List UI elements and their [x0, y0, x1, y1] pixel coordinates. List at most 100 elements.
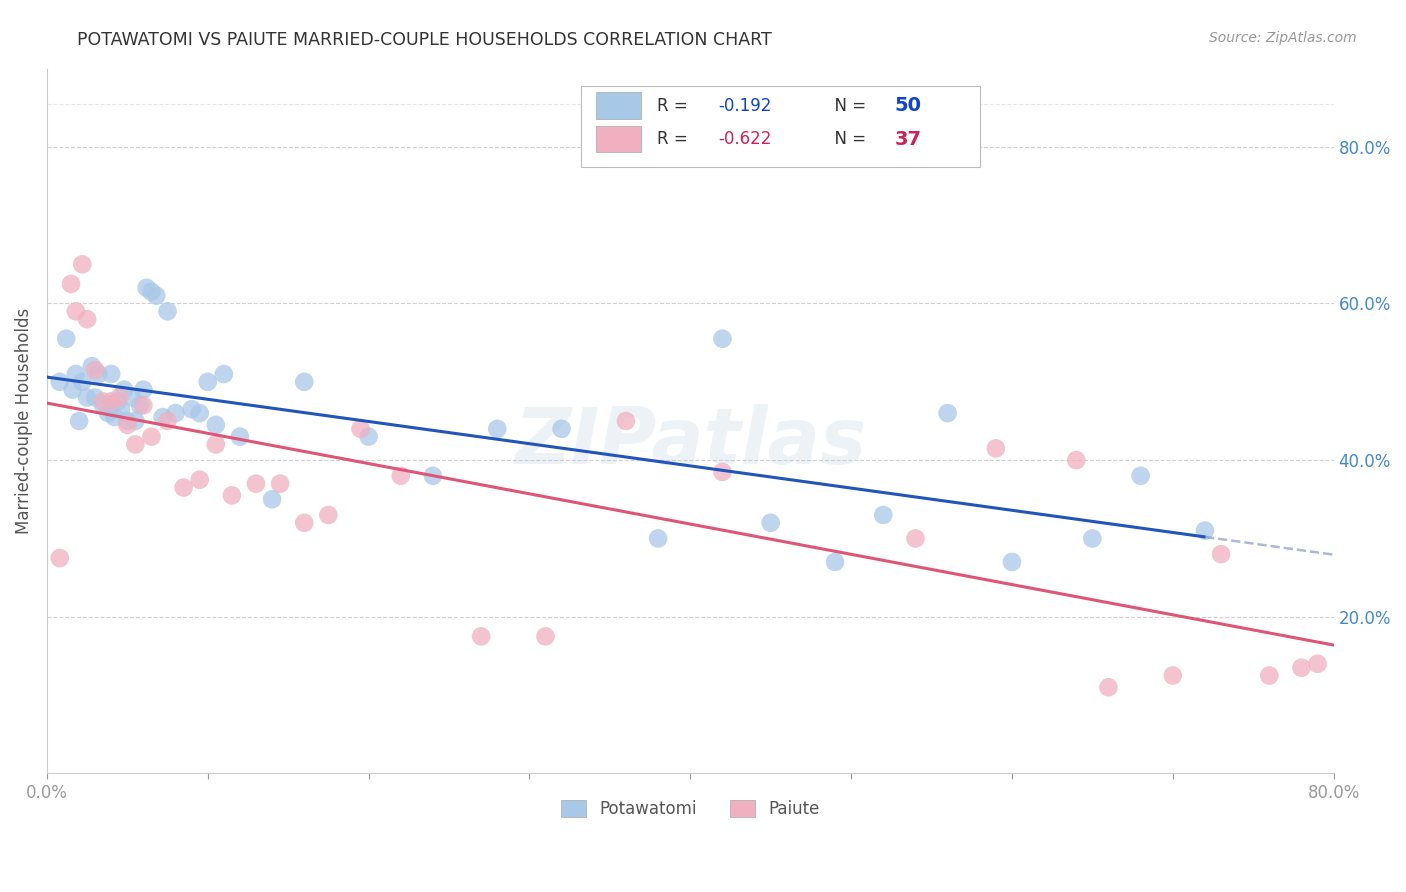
Point — [204, 417, 226, 432]
Point — [62, 383, 84, 397]
Point — [936, 406, 959, 420]
Point — [124, 437, 146, 451]
Point — [212, 367, 235, 381]
Point — [117, 417, 139, 432]
Point — [60, 277, 83, 291]
Point — [614, 414, 637, 428]
Point — [173, 481, 195, 495]
Point — [65, 304, 87, 318]
Point — [132, 398, 155, 412]
Point — [824, 555, 846, 569]
Text: N =: N = — [824, 130, 872, 148]
Point — [872, 508, 894, 522]
Point — [84, 363, 107, 377]
Point — [132, 383, 155, 397]
Point — [165, 406, 187, 420]
Point — [107, 394, 129, 409]
Point — [145, 288, 167, 302]
Point — [647, 532, 669, 546]
Point — [100, 394, 122, 409]
Point — [141, 285, 163, 299]
Point — [1097, 680, 1119, 694]
Point — [65, 367, 87, 381]
Point — [108, 391, 131, 405]
Point — [141, 430, 163, 444]
Point — [534, 629, 557, 643]
Point — [221, 488, 243, 502]
Text: -0.622: -0.622 — [718, 130, 772, 148]
Text: N =: N = — [824, 97, 872, 115]
Text: R =: R = — [657, 130, 693, 148]
Point — [1064, 453, 1087, 467]
Point — [72, 375, 94, 389]
Point — [91, 398, 114, 412]
Point — [180, 402, 202, 417]
Point — [470, 629, 492, 643]
Point — [87, 367, 110, 381]
Point — [84, 391, 107, 405]
Point — [76, 391, 98, 405]
Point — [1194, 524, 1216, 538]
Point — [135, 281, 157, 295]
Point — [112, 383, 135, 397]
Text: Source: ZipAtlas.com: Source: ZipAtlas.com — [1209, 31, 1357, 45]
Point — [152, 410, 174, 425]
Text: POTAWATOMI VS PAIUTE MARRIED-COUPLE HOUSEHOLDS CORRELATION CHART: POTAWATOMI VS PAIUTE MARRIED-COUPLE HOUS… — [77, 31, 772, 49]
Point — [269, 476, 291, 491]
Point — [229, 430, 252, 444]
FancyBboxPatch shape — [581, 87, 980, 167]
Point — [292, 375, 315, 389]
Text: 37: 37 — [894, 129, 922, 148]
Point — [103, 410, 125, 425]
Point — [124, 414, 146, 428]
Point — [486, 422, 509, 436]
Point — [121, 391, 143, 405]
Point — [1161, 668, 1184, 682]
FancyBboxPatch shape — [596, 93, 641, 120]
Y-axis label: Married-couple Households: Married-couple Households — [15, 308, 32, 534]
Point — [204, 437, 226, 451]
Point — [1209, 547, 1232, 561]
Point — [156, 304, 179, 318]
Text: R =: R = — [657, 97, 693, 115]
Point — [422, 468, 444, 483]
Point — [91, 394, 114, 409]
Text: ZIPatlas: ZIPatlas — [515, 404, 866, 480]
Point — [129, 398, 152, 412]
Text: 50: 50 — [894, 96, 922, 115]
Text: -0.192: -0.192 — [718, 97, 772, 115]
Point — [67, 414, 90, 428]
Point — [904, 532, 927, 546]
Point — [711, 465, 734, 479]
Point — [1258, 668, 1281, 682]
Point — [1001, 555, 1024, 569]
Point — [357, 430, 380, 444]
Point — [72, 257, 94, 271]
Point — [80, 359, 103, 373]
Point — [49, 551, 72, 566]
Point — [188, 406, 211, 420]
Point — [1291, 661, 1313, 675]
Point — [97, 406, 120, 420]
Point — [318, 508, 340, 522]
Point — [188, 473, 211, 487]
Point — [100, 367, 122, 381]
Point — [292, 516, 315, 530]
Point — [245, 476, 267, 491]
Point — [49, 375, 72, 389]
Point — [1081, 532, 1104, 546]
FancyBboxPatch shape — [596, 126, 641, 153]
Legend: Potawatomi, Paiute: Potawatomi, Paiute — [554, 794, 827, 825]
Point — [117, 414, 139, 428]
Point — [349, 422, 371, 436]
Point — [156, 414, 179, 428]
Point — [984, 442, 1007, 456]
Point — [1306, 657, 1329, 671]
Point — [262, 492, 284, 507]
Point — [110, 402, 132, 417]
Point — [759, 516, 782, 530]
Point — [389, 468, 412, 483]
Point — [711, 332, 734, 346]
Point — [1129, 468, 1152, 483]
Point — [55, 332, 77, 346]
